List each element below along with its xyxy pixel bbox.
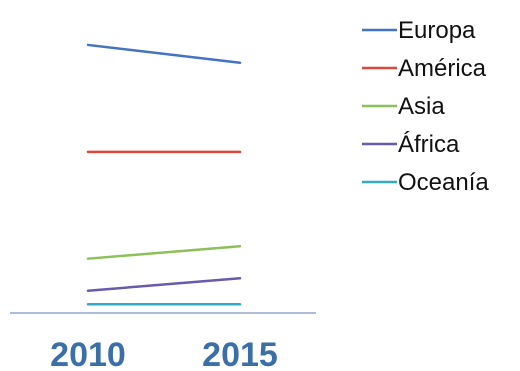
legend-label-0: Europa [398, 17, 476, 44]
x-tick-label: 2010 [50, 336, 126, 371]
legend-label-2: Asia [398, 93, 445, 120]
x-axis-tick-labels: 2010 2015 [50, 336, 278, 371]
legend: Europa América Asia África Oceanía [362, 17, 489, 196]
legend-label-4: Oceanía [398, 169, 489, 196]
plot-area [86, 43, 242, 306]
series-line-0 [86, 43, 242, 64]
x-tick-label: 2015 [202, 336, 278, 371]
legend-label-1: América [398, 55, 487, 82]
series-line-3 [86, 277, 242, 292]
legend-label-3: África [398, 131, 460, 158]
series-line-2 [86, 244, 242, 260]
